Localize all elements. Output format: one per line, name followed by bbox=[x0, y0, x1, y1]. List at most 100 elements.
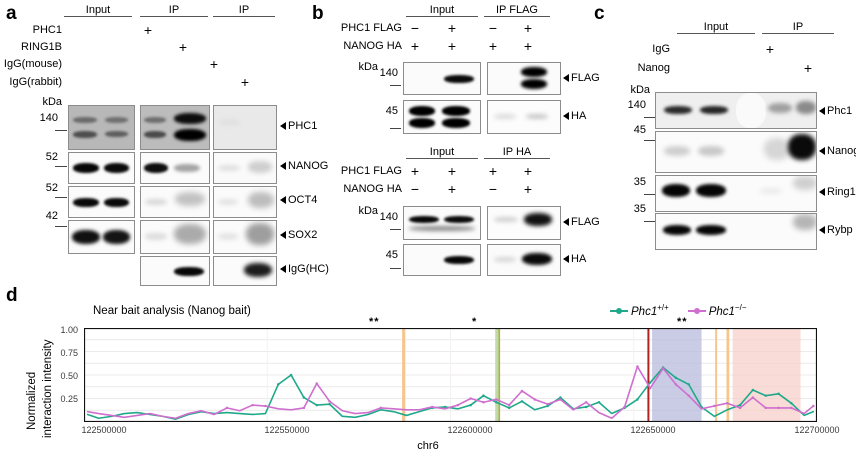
panel-a-row-label-ring1b: RING1B bbox=[21, 41, 62, 53]
arrow-icon bbox=[819, 147, 825, 156]
panel-a-header-ip-1: IP bbox=[140, 4, 208, 17]
chart-title: Near bait analysis (Nanog bait) bbox=[93, 305, 251, 317]
legend-marker-ko bbox=[687, 307, 706, 315]
arrow-icon bbox=[280, 265, 286, 274]
panel-c-header-input: Input bbox=[677, 21, 755, 34]
legend-label-wt: Phc1+/+ bbox=[631, 303, 669, 318]
chart-ytick-0.25: 0.25 bbox=[60, 394, 78, 404]
chart-annotation-star-2: * bbox=[472, 316, 478, 328]
panel-b-top-phc1-v1: − bbox=[410, 20, 420, 36]
panel-b-top-mw-45: 45 bbox=[385, 105, 398, 117]
panel-c-mw-tick-45 bbox=[644, 140, 655, 141]
arrow-icon bbox=[563, 112, 569, 121]
panel-b-bottom-row-label-phc1-flag: PHC1 FLAG bbox=[340, 165, 402, 177]
arrow-icon bbox=[280, 196, 286, 205]
panel-c-mw-140: 140 bbox=[627, 99, 646, 111]
panel-a-blot-igghc-ip1 bbox=[140, 256, 210, 286]
panel-c-blot-ring1b bbox=[655, 175, 817, 212]
chart-annotation-star-3: ** bbox=[677, 316, 688, 328]
panel-b-bottom-mw-tick-45 bbox=[390, 268, 401, 269]
panel-c-plus-igg: + bbox=[765, 41, 775, 57]
chart-xtick-2: 122600000 bbox=[447, 425, 493, 435]
panel-b-bottom-header-ip-ha: IP HA bbox=[484, 146, 550, 159]
panel-c-row-label-igg: IgG bbox=[652, 43, 670, 55]
panel-a-row-label-igg-rabbit: IgG(rabbit) bbox=[9, 76, 62, 88]
panel-b-top-blot-label-flag: FLAG bbox=[563, 72, 600, 84]
panel-c-mw-tick-35-a bbox=[644, 194, 655, 195]
panel-a-mw-tick-52-a bbox=[55, 166, 67, 167]
panel-a-blot-phc1-ip1 bbox=[140, 105, 210, 150]
panel-a-plus-phc1: + bbox=[143, 22, 153, 38]
panel-b-top-blot-flag-input bbox=[403, 62, 481, 95]
panel-b-bottom-nanog-v4: + bbox=[523, 181, 533, 197]
panel-b-bottom-header-input: Input bbox=[406, 146, 478, 159]
panel-b-bottom-phc1-v4: + bbox=[523, 163, 533, 179]
panel-b-top-header-ip-flag: IP FLAG bbox=[484, 4, 550, 17]
arrow-icon bbox=[563, 255, 569, 264]
panel-b-bottom-nanog-v2: + bbox=[447, 181, 457, 197]
panel-a-mw-52-a: 52 bbox=[45, 151, 58, 163]
chart-xtick-3: 122650000 bbox=[630, 425, 676, 435]
panel-a-blot-nanog-input bbox=[68, 152, 135, 184]
legend-label-ko: Phc1−/− bbox=[708, 303, 747, 318]
panel-c-blot-label-phc1: Phc1 bbox=[819, 105, 852, 117]
panel-a-kda-label: kDa bbox=[42, 96, 62, 108]
arrow-icon bbox=[819, 226, 825, 235]
panel-b-bottom-blot-ha-ip bbox=[487, 244, 561, 276]
arrow-icon bbox=[819, 188, 825, 197]
chart-ytick-1.00: 1.00 bbox=[60, 325, 78, 335]
panel-b-top-phc1-v2: + bbox=[447, 20, 457, 36]
panel-a-letter: a bbox=[6, 3, 17, 24]
chart-x-axis-label: chr6 bbox=[417, 440, 439, 452]
arrow-icon bbox=[819, 107, 825, 116]
panel-a-blot-label-oct4: OCT4 bbox=[280, 194, 317, 206]
panel-a-blot-phc1-input bbox=[68, 105, 135, 150]
panel-b-bottom-phc1-v2: + bbox=[447, 163, 457, 179]
chart-ytick-0.50: 0.50 bbox=[60, 371, 78, 381]
panel-a-mw-52-b: 52 bbox=[45, 182, 58, 194]
panel-b-bottom-mw-140: 140 bbox=[379, 211, 398, 223]
panel-c-letter: c bbox=[594, 3, 605, 24]
panel-a-mw-140: 140 bbox=[39, 112, 58, 124]
panel-a-header-input: Input bbox=[64, 4, 132, 17]
panel-a-blot-label-sox2: SOX2 bbox=[280, 229, 317, 241]
chart-legend: Phc1+/+ Phc1−/− bbox=[610, 302, 747, 320]
panel-a-blot-sox2-input bbox=[68, 220, 135, 254]
panel-b-top-row-label-nanog-ha: NANOG HA bbox=[343, 40, 402, 52]
panel-b-top-kda-label: kDa bbox=[358, 61, 378, 73]
panel-a-blot-sox2-ip2 bbox=[213, 220, 277, 254]
panel-c-blot-label-rybp: Rybp bbox=[819, 224, 853, 236]
arrow-icon bbox=[280, 162, 286, 171]
panel-b-bottom-nanog-v1: − bbox=[410, 181, 420, 197]
chart-xtick-0: 122500000 bbox=[81, 425, 127, 435]
legend-marker-wt bbox=[610, 307, 628, 315]
panel-a-plus-ring1b: + bbox=[178, 39, 188, 55]
panel-a-blot-nanog-ip2 bbox=[213, 152, 277, 184]
panel-b-letter: b bbox=[312, 3, 324, 24]
panel-b-bottom-blot-ha-input bbox=[403, 244, 481, 276]
panel-b-top-phc1-v3: − bbox=[488, 20, 498, 36]
chart-xtick-4: 122700000 bbox=[794, 425, 840, 435]
panel-a-blot-oct4-input bbox=[68, 186, 135, 218]
panel-a-plus-igg-mouse: + bbox=[209, 56, 219, 72]
panel-b-bottom-phc1-v1: + bbox=[410, 163, 420, 179]
panel-c-blot-label-nanog: Nanog bbox=[819, 145, 856, 157]
panel-b-bottom-mw-tick-140 bbox=[390, 229, 401, 230]
chart-annotation-star-1: ** bbox=[369, 316, 380, 328]
panel-a-blot-oct4-ip2 bbox=[213, 186, 277, 218]
panel-c-blot-nanog bbox=[655, 131, 817, 173]
panel-c-mw-45: 45 bbox=[633, 124, 646, 136]
panel-a-blot-phc1-ip2 bbox=[213, 105, 277, 150]
panel-a-blot-label-nanog: NANOG bbox=[280, 160, 328, 172]
panel-a-blot-nanog-ip1 bbox=[140, 152, 210, 184]
panel-c-blot-label-ring1b: Ring1b bbox=[819, 186, 856, 198]
panel-b-top-blot-label-ha: HA bbox=[563, 110, 586, 122]
arrow-icon bbox=[280, 231, 286, 240]
panel-b-top-nanog-v2: + bbox=[447, 38, 457, 54]
panel-a-header-ip-2: IP bbox=[213, 4, 275, 17]
panel-b-top-blot-ha-ip bbox=[487, 100, 561, 134]
panel-c-blot-phc1 bbox=[655, 92, 817, 129]
panel-a-blot-label-igghc: IgG(HC) bbox=[280, 263, 329, 275]
panel-c-plus-nanog: + bbox=[803, 60, 813, 76]
panel-b-bottom-mw-45: 45 bbox=[385, 249, 398, 261]
